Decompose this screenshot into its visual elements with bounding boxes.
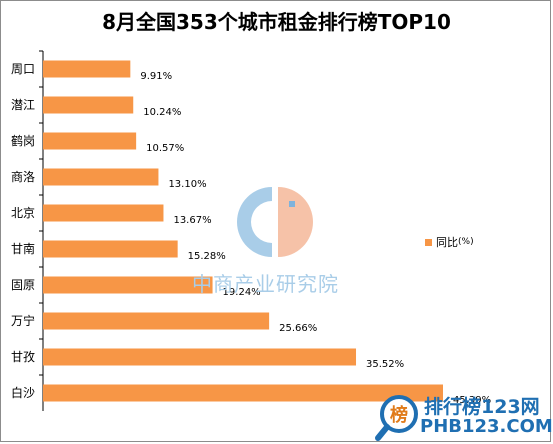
value-label: 45.39% (453, 395, 491, 406)
category-label: 鹤岗 (11, 133, 35, 148)
value-label: 13.10% (168, 179, 206, 190)
bar-3 (43, 168, 159, 186)
watermark-text: 中商产业研究院 (192, 272, 339, 296)
chart-legend: 同比 (%) (425, 234, 474, 250)
category-label: 固原 (11, 278, 35, 292)
bar-4 (43, 204, 164, 222)
category-label: 白沙 (11, 385, 35, 400)
value-label: 9.91% (140, 71, 172, 82)
magnifier-icon: 榜 (375, 395, 418, 441)
brand-badge: 榜 (390, 404, 408, 426)
legend-label: 同比 (436, 236, 458, 249)
category-label: 周口 (11, 62, 35, 76)
value-label: 15.28% (188, 251, 226, 262)
chart-title: 8月全国353个城市租金排行榜TOP10 (102, 10, 451, 34)
brand-url: PHB123.COM (420, 416, 553, 437)
bar-2 (43, 132, 137, 150)
bar-8 (43, 348, 357, 366)
category-label: 潜江 (11, 98, 35, 112)
category-label: 商洛 (11, 169, 35, 184)
category-label: 甘孜 (11, 350, 35, 364)
value-label: 10.24% (143, 107, 181, 118)
legend-swatch (425, 238, 432, 246)
value-label: 35.52% (366, 359, 404, 370)
brand-name: 排行榜123网 (424, 396, 540, 418)
legend-unit: (%) (458, 237, 474, 247)
category-label: 万宁 (11, 313, 35, 328)
bar-9 (43, 384, 443, 402)
bar-6 (43, 276, 213, 294)
bar-7 (43, 312, 270, 330)
bar-group: 周口 9.91% 潜江 10.24% 鹤岗 10.57% 商洛 13.10% 北京 13.67% 甘… (11, 50, 491, 406)
value-label: 10.57% (146, 143, 184, 154)
bar-0 (43, 60, 131, 78)
category-label: 北京 (11, 206, 35, 220)
watermark-logo (236, 183, 314, 265)
site-branding[interactable]: 榜 排行榜123网 PHB123.COM (372, 392, 553, 444)
bar-1 (43, 96, 134, 114)
value-label: 13.67% (173, 215, 211, 226)
value-label: 25.66% (279, 323, 317, 334)
bar-5 (43, 240, 178, 258)
value-label: 19.24% (223, 287, 261, 298)
category-label: 甘南 (11, 241, 35, 256)
